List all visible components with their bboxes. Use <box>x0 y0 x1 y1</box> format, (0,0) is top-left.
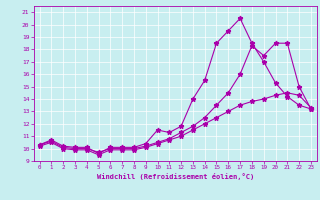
X-axis label: Windchill (Refroidissement éolien,°C): Windchill (Refroidissement éolien,°C) <box>97 173 254 180</box>
